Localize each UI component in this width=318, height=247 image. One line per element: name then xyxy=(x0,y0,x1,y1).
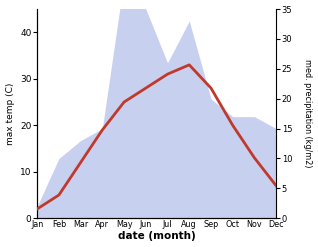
X-axis label: date (month): date (month) xyxy=(118,231,196,242)
Y-axis label: max temp (C): max temp (C) xyxy=(5,82,15,145)
Y-axis label: med. precipitation (kg/m2): med. precipitation (kg/m2) xyxy=(303,60,313,168)
